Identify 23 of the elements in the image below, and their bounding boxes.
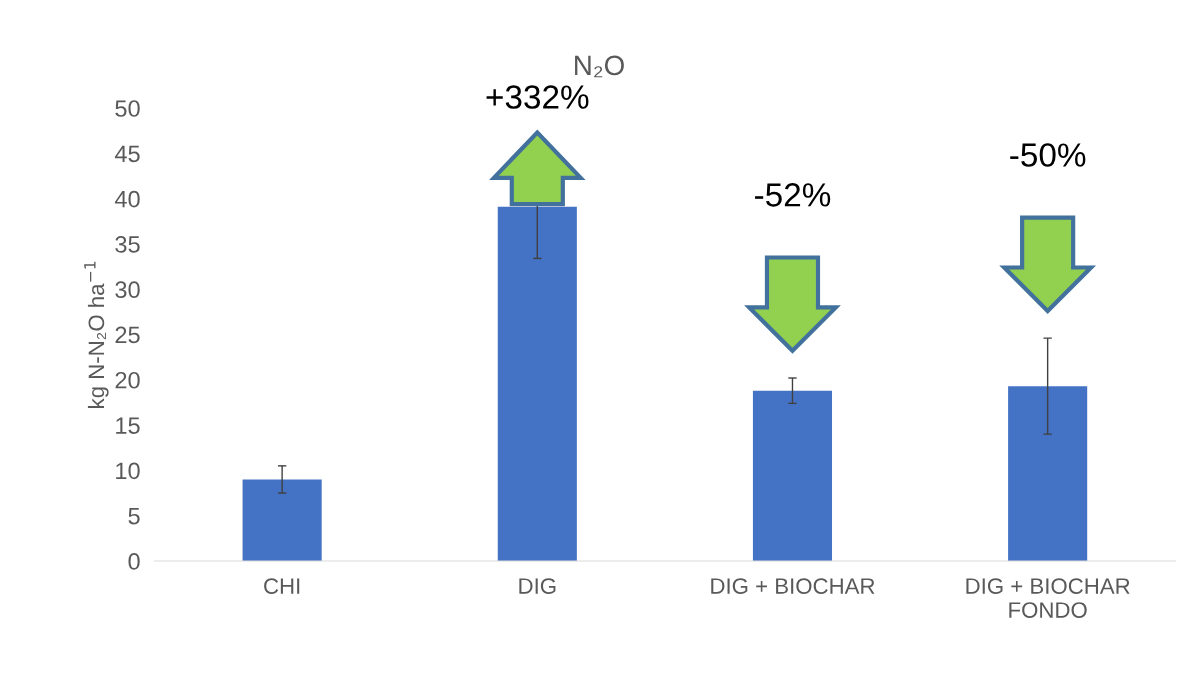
y-tick-label: 50	[115, 100, 140, 117]
y-axis-title: kg N-N₂O ha$^{−1}$	[84, 261, 109, 408]
y-tick-label: 15	[116, 417, 140, 434]
y-tick-label: 45	[114, 145, 140, 163]
annotation: +332%	[486, 85, 589, 109]
y-tick-label: 20	[115, 371, 140, 389]
y-tick-label: 10	[116, 462, 140, 480]
x-tick-label: DIG + BIOCHAR	[711, 578, 875, 594]
y-tick-label: 35	[115, 236, 140, 253]
annotation: -52%	[755, 183, 831, 207]
bar	[242, 479, 322, 561]
y-tick-label: 25	[115, 326, 140, 344]
bar	[752, 390, 833, 561]
x-tick-label: DIG	[519, 578, 556, 594]
x-tick-label: DIG + BIOCHAR FONDO	[966, 578, 1130, 618]
x-tick-label: CHI	[264, 578, 300, 594]
annotation: -50%	[1010, 143, 1086, 167]
y-tick-label: 30	[115, 281, 140, 299]
y-tick-label: 40	[114, 190, 140, 208]
chart-title: N₂O	[575, 55, 624, 78]
y-tick-label: 5	[128, 508, 140, 525]
y-tick-label: 0	[128, 553, 140, 570]
bar	[1008, 386, 1088, 561]
